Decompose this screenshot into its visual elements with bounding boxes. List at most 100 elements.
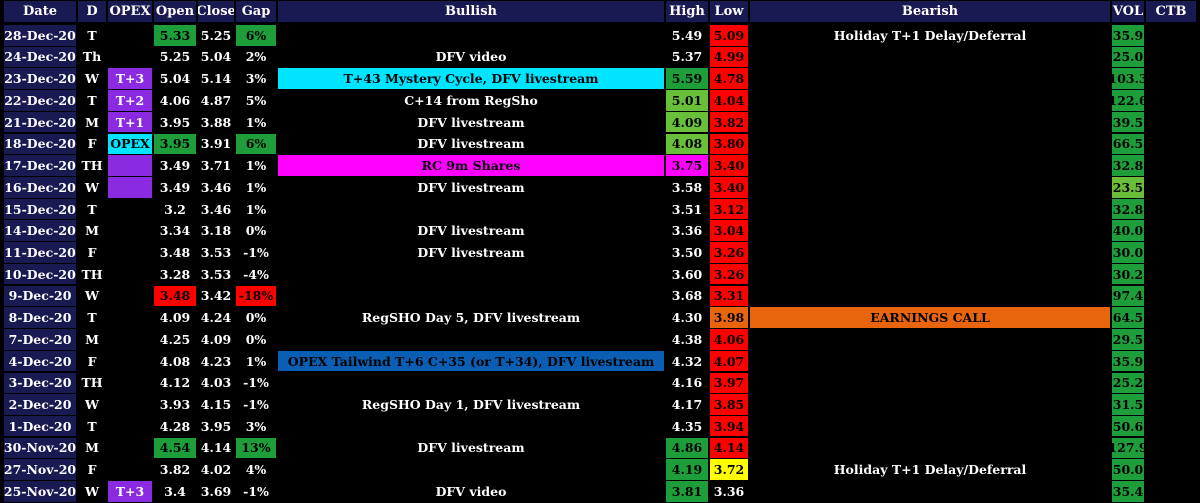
cell-opex [108, 394, 152, 415]
cell-close: 4.14 [200, 440, 232, 456]
cell-date: 16-Dec-20 [4, 177, 76, 198]
header-row: Date D OPEX Open Close Gap Bullish High … [0, 1, 1200, 23]
cell-low: 4.07 [710, 350, 748, 372]
cell-date: 30-Nov-20 [4, 437, 76, 459]
cell-opex: T+2 [108, 90, 152, 111]
cell-d: TH [81, 158, 103, 174]
cell-bullish: C+14 from RegSho [404, 92, 538, 108]
cell-high: 4.32 [671, 353, 703, 369]
cell-ctb [1146, 199, 1196, 220]
cell-date: 14-Dec-20 [4, 220, 76, 241]
cell-high: 3.75 [666, 155, 708, 176]
cell-d: F [87, 136, 97, 152]
cell-date: 24-Dec-20 [4, 46, 76, 68]
cell-high: 5.59 [666, 68, 708, 89]
cell-gap: 0% [245, 223, 267, 239]
cell-d: W [84, 396, 100, 412]
table-row: 28-Dec-20 T 5.33 5.25 6% 5.49 5.09 Holiday T+1 … [0, 25, 1200, 47]
cell-bearish [750, 481, 1110, 502]
cell-low: 4.99 [710, 46, 748, 68]
cell-close: 3.69 [200, 483, 232, 499]
cell-ctb [1146, 373, 1196, 394]
cell-vol: 30.2 [1112, 263, 1144, 285]
cell-high: 4.86 [666, 437, 708, 459]
header-open: Open [154, 1, 196, 22]
cell-low: 4.06 [710, 329, 748, 350]
cell-opex: T+3 [108, 481, 152, 502]
cell-d: W [84, 288, 100, 304]
cell-low: 3.82 [710, 111, 748, 133]
cell-ctb [1146, 177, 1196, 198]
cell-bearish [750, 155, 1110, 176]
cell-ctb [1146, 134, 1196, 155]
cell-high: 5.49 [671, 27, 703, 43]
cell-high: 4.38 [671, 331, 703, 347]
cell-bearish [750, 199, 1110, 220]
cell-gap: 4% [245, 462, 267, 478]
cell-open: 3.2 [164, 201, 186, 217]
cell-low: 3.04 [710, 220, 748, 241]
cell-d: F [87, 353, 97, 369]
cell-gap: -1% [243, 483, 269, 499]
cell-opex [108, 286, 152, 307]
cell-d: M [85, 331, 99, 347]
cell-d: Th [82, 49, 102, 65]
cell-open: 4.06 [159, 92, 191, 108]
cell-bearish [750, 242, 1110, 263]
cell-close: 4.24 [200, 310, 232, 326]
cell-vol: 127.9 [1112, 437, 1144, 459]
cell-ctb [1146, 394, 1196, 415]
cell-low: 3.36 [713, 483, 745, 499]
cell-low: 3.80 [710, 133, 748, 155]
cell-open: 3.4 [164, 483, 186, 499]
cell-vol: 35.9 [1112, 25, 1144, 46]
cell-close: 3.46 [200, 179, 232, 195]
cell-date: 21-Dec-20 [4, 111, 76, 133]
cell-high: 4.17 [671, 396, 703, 412]
cell-low: 5.09 [710, 25, 748, 46]
cell-open: 3.95 [154, 133, 196, 155]
table-row: 10-Dec-20 TH 3.28 3.53 -4% 3.60 3.26 30.2 [0, 263, 1200, 286]
cell-open: 4.12 [159, 375, 191, 391]
cell-open: 3.49 [159, 158, 191, 174]
cell-d: M [85, 223, 99, 239]
cell-vol: 35.4 [1112, 481, 1144, 502]
table-row: 9-Dec-20 W 3.48 3.42 -18% 3.68 3.31 97.4 [0, 285, 1200, 308]
cell-close: 3.53 [200, 266, 232, 282]
cell-high: 4.30 [671, 310, 703, 326]
cell-vol: 31.5 [1112, 394, 1144, 415]
cell-d: M [85, 114, 99, 130]
header-opex: OPEX [108, 1, 152, 22]
cell-bearish [750, 286, 1110, 307]
cell-bullish [278, 373, 664, 394]
cell-d: T [87, 201, 97, 217]
header-low: Low [710, 1, 748, 22]
cell-bullish: RegSHO Day 5, DFV livestream [361, 310, 581, 326]
cell-vol: 97.4 [1112, 285, 1144, 307]
cell-low: 4.78 [710, 68, 748, 89]
cell-gap: 1% [245, 353, 267, 369]
cell-d: W [84, 483, 100, 499]
cell-open: 4.08 [159, 353, 191, 369]
cell-close: 3.18 [200, 223, 232, 239]
cell-bearish [750, 416, 1110, 437]
cell-vol: 35.9 [1112, 350, 1144, 372]
cell-bearish: Holiday T+1 Delay/Deferral [833, 27, 1027, 43]
cell-open: 3.93 [159, 396, 191, 412]
cell-low: 3.26 [710, 242, 748, 263]
cell-date: 7-Dec-20 [4, 329, 76, 350]
cell-close: 4.02 [200, 462, 232, 478]
cell-d: T [87, 418, 97, 434]
cell-d: TH [81, 266, 103, 282]
table-row: 2-Dec-20 W 3.93 4.15 -1% RegSHO Day 1, DFV li… [0, 394, 1200, 416]
cell-vol: 64.5 [1112, 307, 1144, 328]
cell-d: T [87, 27, 97, 43]
cell-high: 4.19 [666, 459, 708, 480]
cell-gap: 5% [245, 92, 267, 108]
cell-ctb [1146, 438, 1196, 459]
cell-opex [108, 220, 152, 241]
cell-bullish: DFV livestream [417, 244, 525, 260]
header-day: D [78, 1, 106, 22]
cell-opex [108, 155, 152, 176]
cell-ctb [1146, 242, 1196, 263]
